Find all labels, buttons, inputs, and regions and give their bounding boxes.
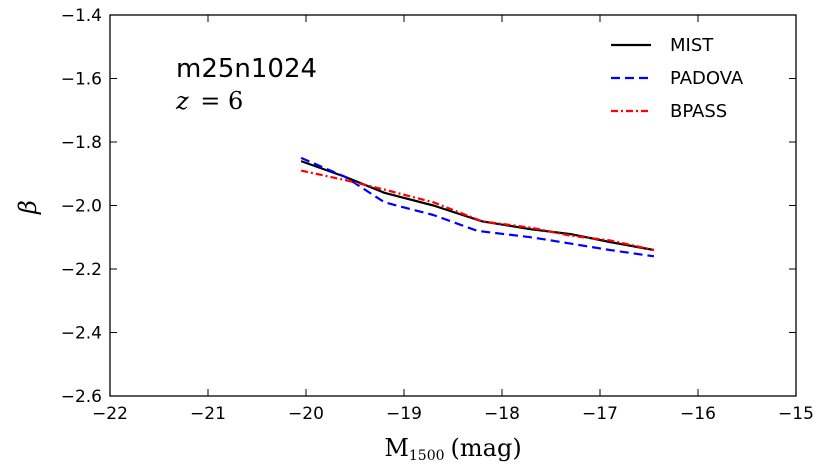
plot-area [109, 14, 797, 397]
y-tick-label: −2.2 [61, 260, 102, 280]
y-tick-label: −1.6 [61, 70, 102, 90]
legend-label-mist: MIST [670, 35, 714, 56]
x-tick-label: −15 [778, 404, 814, 424]
y-tick-label: −2.6 [61, 387, 102, 407]
x-axis-title-main: M [384, 434, 409, 462]
x-tick-label: −19 [386, 404, 422, 424]
series-line-bpass [300, 169, 655, 252]
y-axis-title: β [14, 200, 42, 215]
x-tick-label: −17 [582, 404, 618, 424]
annotation-redshift-eq: = 6 [200, 87, 243, 115]
x-tick-label: −22 [92, 404, 128, 424]
annotation-redshift: z = 6 [175, 87, 243, 115]
x-tick-label: −21 [190, 404, 226, 424]
x-tick-label: −20 [288, 404, 324, 424]
y-tick-label: −1.8 [61, 133, 102, 153]
x-axis-title-sub: 1500 [409, 448, 445, 464]
x-axis-title-unit: (mag) [451, 434, 522, 462]
x-tick-label: −18 [484, 404, 520, 424]
legend: MIST PADOVA BPASS [611, 35, 744, 122]
y-tick-label: −1.4 [61, 6, 102, 26]
series-layer [300, 156, 655, 258]
x-tick-label: −16 [680, 404, 716, 424]
y-tick-label: −2.0 [61, 197, 102, 217]
series-line-padova [300, 156, 655, 258]
legend-label-bpass: BPASS [670, 101, 727, 122]
annotation-run-name: m25n1024 [176, 54, 317, 84]
annotation-redshift-var: z [175, 87, 189, 115]
tick-layer: −22 −21 −20 −19 −18 −17 −16 −15 −2.6 −2.4 −2.2 −2.0… [61, 6, 814, 424]
y-tick-label: −2.4 [61, 324, 102, 344]
x-axis-title: M1500 (mag) [384, 434, 521, 464]
legend-label-padova: PADOVA [670, 68, 744, 89]
plot-frame [109, 14, 797, 397]
